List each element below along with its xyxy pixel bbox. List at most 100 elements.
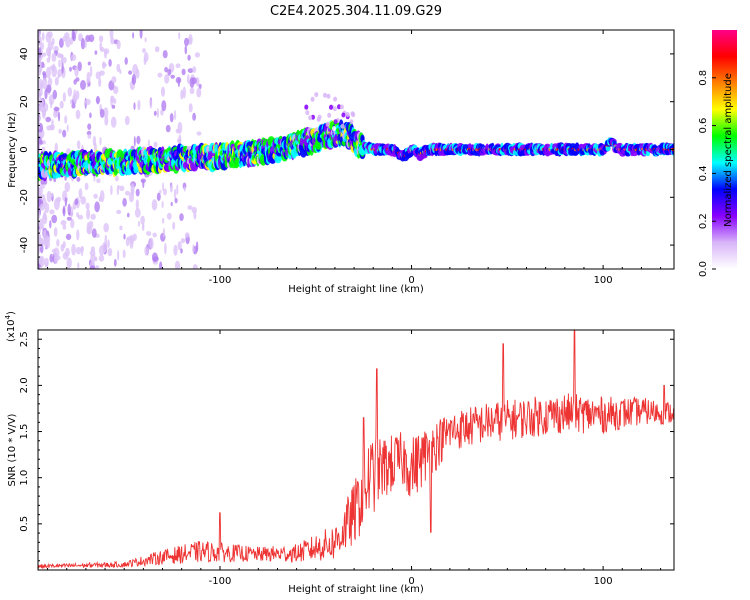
noise-blob (102, 242, 108, 253)
noise-blob (65, 247, 70, 257)
noise-blob (142, 48, 146, 54)
noise-blob (89, 112, 92, 119)
noise-blob (38, 237, 42, 248)
spur-blob (326, 93, 331, 99)
noise-blob (142, 223, 145, 228)
spectrogram-x-label: Height of straight line (km) (288, 284, 424, 295)
noise-blob (144, 246, 149, 256)
noise-blob (119, 185, 125, 192)
noise-blob (192, 112, 197, 121)
noise-blob (147, 139, 150, 147)
noise-blob (187, 74, 190, 85)
noise-blob (130, 183, 135, 196)
noise-blob (66, 124, 69, 132)
noise-blob (124, 57, 128, 65)
noise-blob (179, 213, 184, 222)
noise-blob (49, 209, 55, 215)
noise-blob (59, 100, 64, 109)
noise-blob (104, 115, 109, 126)
noise-blob (110, 185, 113, 196)
noise-blob (80, 246, 84, 257)
noise-blob (95, 265, 100, 269)
noise-blob (151, 199, 158, 211)
noise-blob (73, 89, 76, 101)
noise-blob (173, 244, 178, 256)
noise-blob (84, 39, 87, 49)
noise-blob (50, 192, 54, 198)
spur-blob (308, 115, 313, 121)
noise-blob (184, 37, 189, 47)
noise-blob (61, 62, 64, 74)
spur-blob (345, 112, 350, 117)
colorbar-tick-label: 0.2 (698, 213, 709, 229)
noise-blob (174, 197, 178, 204)
noise-blob (189, 77, 195, 88)
noise-blob (187, 54, 191, 61)
noise-blob (117, 249, 120, 261)
spectrogram-ticks: -100 0 100 -40 -20 0 20 40 (19, 30, 674, 286)
noise-blob (44, 257, 49, 267)
noise-blob (71, 243, 76, 256)
spectrogram-marks (38, 30, 674, 269)
noise-blob (41, 52, 47, 57)
noise-blob (38, 263, 41, 269)
noise-blob (64, 181, 71, 193)
noise-blob (69, 66, 72, 72)
noise-blob (77, 262, 80, 269)
noise-blob (56, 239, 60, 247)
noise-blob (74, 66, 79, 77)
snr-panel: -100 0 100 0.5 1.0 1.5 2.0 2.5 Height of straig… (4, 311, 675, 595)
noise-blob (70, 54, 77, 61)
noise-blob (39, 42, 45, 50)
noise-blob (67, 203, 71, 216)
noise-blob (152, 232, 157, 238)
noise-blob (119, 225, 123, 231)
noise-blob (153, 141, 158, 148)
noise-blob (42, 77, 48, 90)
noise-blob (116, 40, 121, 50)
noise-blob (169, 184, 173, 193)
snr-series-line (37, 329, 675, 570)
noise-blob (132, 64, 139, 75)
x-tick-label: 0 (408, 275, 414, 286)
noise-blob (160, 86, 166, 97)
noise-blob (40, 61, 45, 68)
noise-blob (107, 247, 113, 257)
noise-blob (188, 103, 193, 113)
noise-blob (154, 46, 160, 53)
noise-blob (46, 190, 52, 203)
noise-blob (107, 239, 110, 248)
noise-blob (62, 129, 67, 138)
noise-blob (174, 109, 177, 121)
noise-blob (110, 116, 117, 128)
noise-blob (57, 111, 61, 122)
noise-blob (183, 186, 186, 192)
y-tick-label: 2.5 (19, 331, 30, 347)
spur-blob (323, 92, 327, 98)
noise-blob (70, 99, 73, 105)
noise-blob (84, 182, 89, 191)
noise-blob (80, 196, 87, 205)
noise-blob (137, 99, 141, 111)
noise-blob (47, 31, 53, 38)
noise-blob (113, 258, 117, 267)
spur-blob (305, 110, 310, 116)
noise-blob (170, 201, 173, 207)
noise-blob (137, 220, 141, 227)
figure-title: C2E4.2025.304.11.09.G29 (270, 4, 442, 19)
noise-blob (119, 69, 122, 75)
noise-blob (162, 50, 168, 59)
noise-blob (38, 58, 42, 70)
noise-blob (76, 140, 81, 150)
noise-blob (99, 136, 102, 146)
noise-blob (162, 227, 165, 238)
noise-blob (173, 188, 177, 200)
noise-blob (192, 244, 195, 254)
noise-blob (54, 77, 59, 86)
noise-blob (174, 260, 181, 269)
colorbar-tick-label: 0.6 (698, 118, 709, 134)
noise-blob (167, 68, 172, 76)
noise-blob (149, 237, 154, 250)
noise-blob (87, 134, 92, 139)
noise-blob (178, 32, 181, 40)
